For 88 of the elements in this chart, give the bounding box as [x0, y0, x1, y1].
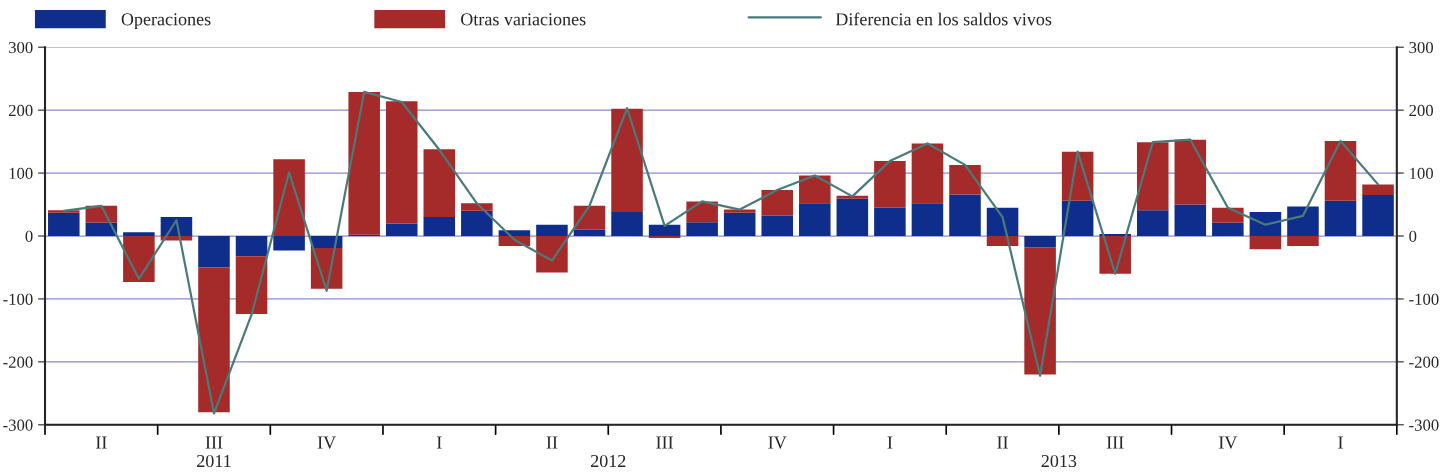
y2-tick-label: -100 [1409, 293, 1439, 305]
bar [1061, 200, 1094, 236]
x-tick-label: IV [1218, 436, 1238, 449]
bar [1024, 236, 1056, 248]
bar [1249, 236, 1282, 250]
bar [1136, 142, 1169, 211]
y2-tick-label: 300 [1409, 41, 1433, 54]
x-tick-label: I [436, 436, 442, 449]
bar [235, 256, 268, 315]
bar [123, 232, 155, 236]
x-tick-label: III [656, 436, 673, 449]
bar [1212, 207, 1244, 223]
bar [348, 91, 380, 235]
x-tick-label: II [997, 436, 1008, 449]
legend-label: Otras variaciones [461, 13, 586, 26]
text: 2011 [197, 454, 231, 468]
y2-tick-label: -300 [1409, 419, 1439, 431]
bar [799, 203, 831, 236]
bar [723, 212, 756, 236]
bar [911, 143, 944, 204]
bar [611, 212, 643, 236]
bar [385, 223, 418, 236]
y-tick-label: 100 [9, 167, 33, 180]
bar [1324, 200, 1357, 236]
bar [874, 207, 906, 236]
bar [836, 198, 869, 236]
x-tick-label: IV [768, 436, 787, 449]
bar [761, 215, 794, 236]
legend-label: Diferencia en los saldos vivos [835, 12, 1052, 26]
bar [1136, 210, 1169, 236]
y-tick-label: -200 [3, 356, 33, 368]
y2-tick-label: 100 [1410, 167, 1433, 180]
x-tick-label: II [546, 436, 558, 449]
bar [1362, 184, 1394, 196]
bar [536, 236, 568, 273]
bar [911, 203, 944, 236]
bar [385, 101, 418, 224]
bar [874, 161, 906, 208]
bar [949, 194, 981, 236]
bar [1287, 236, 1319, 247]
legend-label: Operaciones [121, 13, 211, 30]
bar [611, 108, 643, 213]
x-tick-label: III [1106, 436, 1124, 449]
bar [423, 217, 456, 236]
bar [461, 210, 493, 236]
bar [536, 224, 568, 236]
bar [986, 207, 1019, 236]
bar [461, 203, 493, 211]
y-tick-label: -300 [3, 419, 33, 431]
x-tick-label: II [95, 436, 107, 449]
bar [1212, 222, 1244, 236]
bar [1362, 195, 1394, 236]
bar [198, 236, 230, 268]
bar [986, 236, 1019, 247]
y-tick-label: 200 [8, 104, 33, 117]
bar [1287, 206, 1319, 236]
y-tick-label: -100 [3, 293, 33, 305]
bar [573, 205, 606, 230]
x-tick-label: IV [317, 436, 336, 449]
bar [949, 164, 981, 195]
line-series [62, 90, 1380, 415]
bar [723, 209, 756, 213]
y-tick-label: 300 [9, 41, 33, 54]
bar [1174, 139, 1207, 205]
bar [423, 149, 456, 218]
bar [123, 236, 155, 282]
bar [1024, 247, 1056, 375]
bar [48, 212, 80, 236]
bar [573, 229, 606, 236]
bar [198, 267, 230, 413]
y2-tick-label: 200 [1409, 104, 1433, 117]
bar [273, 236, 305, 251]
bar [799, 175, 831, 204]
bar [648, 224, 681, 236]
y-tick-label: 0 [25, 230, 33, 242]
x-tick-label: I [887, 436, 893, 449]
y2-tick-label: 0 [1409, 230, 1417, 242]
bar [761, 190, 794, 216]
bar [1324, 140, 1357, 201]
text: 2012 [591, 454, 626, 468]
y2-tick-label: -200 [1409, 356, 1439, 368]
bar [235, 236, 268, 257]
x-tick-label: III [205, 436, 223, 449]
text: 2013 [1041, 454, 1077, 468]
bar [836, 195, 869, 199]
bar [1174, 204, 1207, 236]
bar [686, 222, 718, 236]
x-tick-label: I [1338, 436, 1343, 449]
